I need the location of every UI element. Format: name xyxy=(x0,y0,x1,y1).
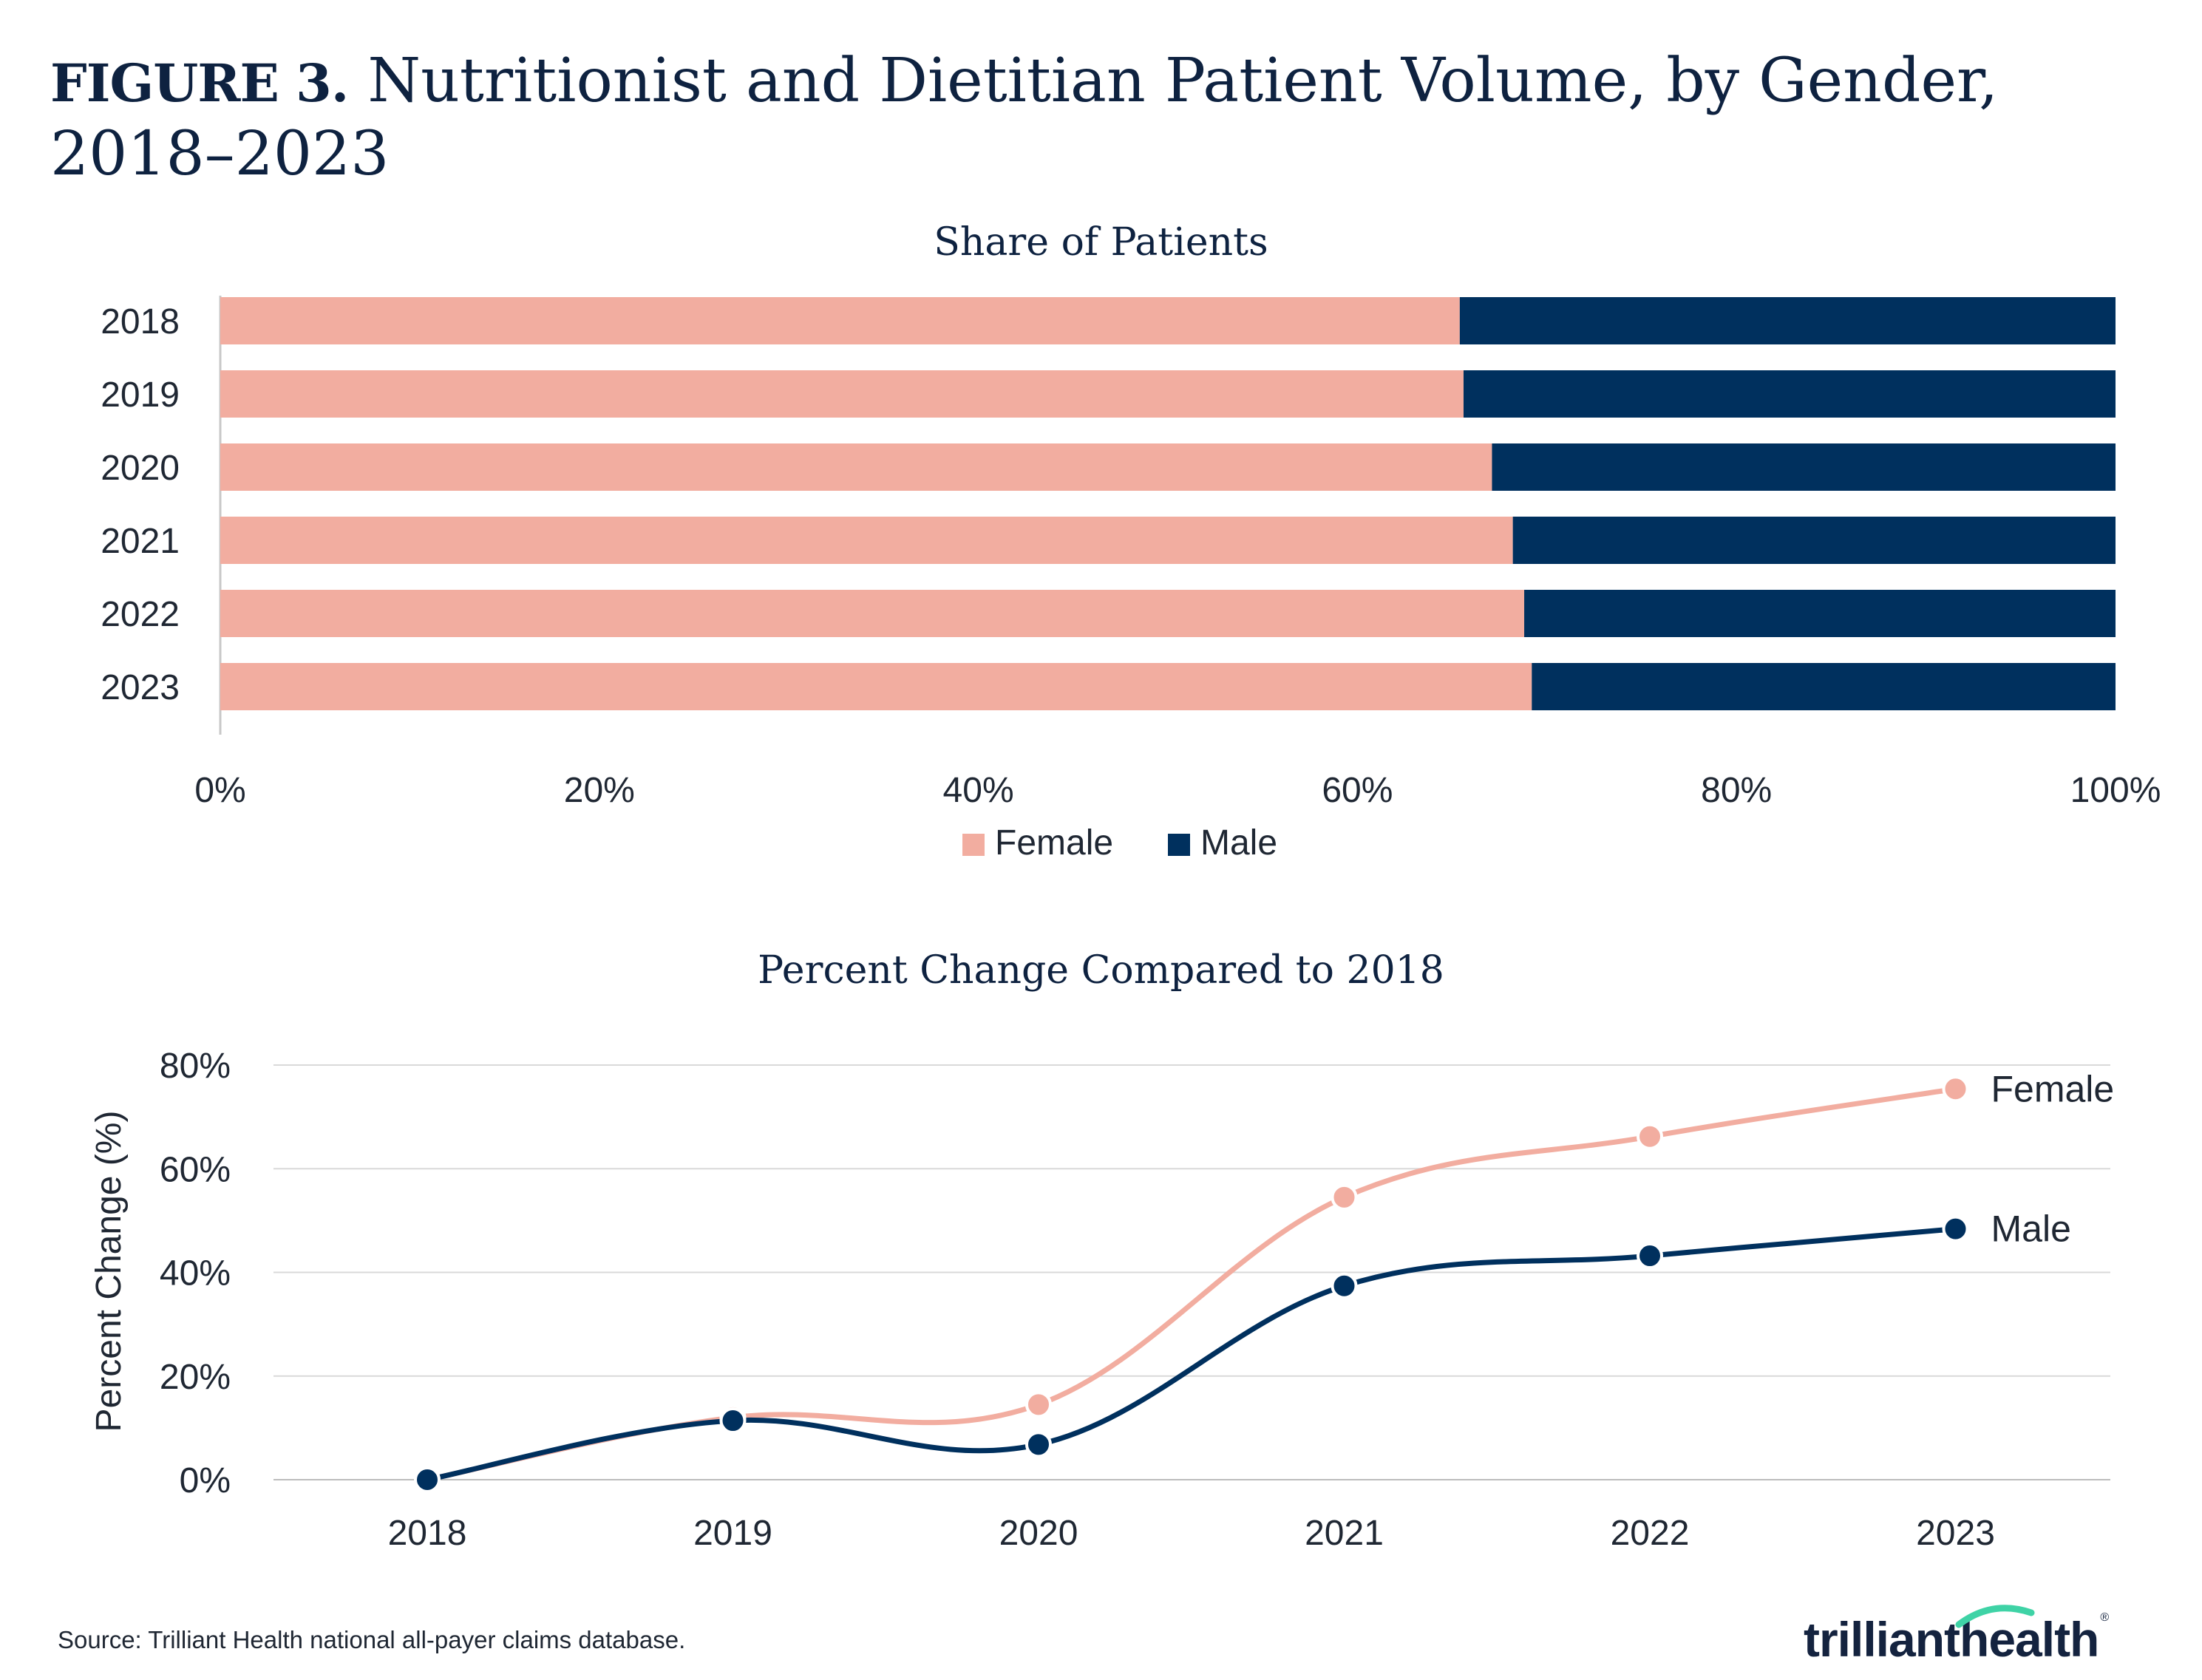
male-point-2018 xyxy=(414,1466,441,1493)
bar-category-label: 2020 xyxy=(101,449,180,488)
line-x-tick-label: 2018 xyxy=(388,1514,467,1553)
bar-category-label: 2022 xyxy=(101,595,180,634)
share-chart-title: Share of Patients xyxy=(934,220,1268,265)
bar-category-label: 2021 xyxy=(101,522,180,561)
line-y-tick-label: 80% xyxy=(160,1047,231,1086)
female-series-line xyxy=(427,1086,1957,1483)
male-bar-2018 xyxy=(1459,297,2116,344)
male-bar-2023 xyxy=(1532,663,2116,710)
figure-title-line1: Nutritionist and Dietitian Patient Volum… xyxy=(367,46,1999,116)
bar-category-label: 2023 xyxy=(101,668,180,707)
male-series-label: Male xyxy=(1991,1208,2071,1250)
female-bar-2019 xyxy=(220,370,1464,418)
bar-x-tick-label: 0% xyxy=(194,771,245,810)
male-bar-2020 xyxy=(1492,443,2116,491)
line-y-axis-label: Percent Change (%) xyxy=(89,1111,129,1432)
legend-female-swatch xyxy=(962,834,985,856)
logo-swoosh-icon xyxy=(1955,1605,2035,1628)
female-point-2022 xyxy=(1637,1123,1663,1150)
female-point-2021 xyxy=(1331,1183,1358,1211)
female-series-label: Female xyxy=(1991,1068,2115,1109)
female-bar-2023 xyxy=(220,663,1532,710)
line-x-tick-label: 2023 xyxy=(1916,1514,1995,1553)
line-x-tick-label: 2022 xyxy=(1611,1514,1690,1553)
male-series-line xyxy=(427,1226,1956,1483)
line-y-tick-label: 40% xyxy=(160,1254,231,1293)
figure-prefix: FIGURE 3. xyxy=(50,52,349,114)
line-x-tick-label: 2021 xyxy=(1305,1514,1384,1553)
legend-male-swatch xyxy=(1168,834,1190,856)
bar-category-label: 2018 xyxy=(101,302,180,341)
bar-x-tick-label: 20% xyxy=(564,771,635,810)
bar-x-tick-label: 100% xyxy=(2070,771,2161,810)
change-chart-title: Percent Change Compared to 2018 xyxy=(758,948,1444,993)
bar-x-tick-label: 80% xyxy=(1701,771,1772,810)
male-bar-2019 xyxy=(1463,370,2116,418)
trilliant-health-logo: trillianthealth ® xyxy=(1804,1611,2109,1667)
line-y-tick-label: 0% xyxy=(180,1461,231,1500)
male-point-2020 xyxy=(1025,1431,1052,1458)
male-point-2019 xyxy=(719,1407,747,1435)
logo-word-1: trilliant xyxy=(1804,1612,1960,1667)
figure-title-line2: 2018–2023 xyxy=(50,119,390,189)
source-note: Source: Trilliant Health national all-pa… xyxy=(58,1626,686,1653)
female-bar-2021 xyxy=(220,517,1513,564)
bar-x-tick-label: 40% xyxy=(943,771,1014,810)
legend-male-label: Male xyxy=(1200,823,1277,863)
line-x-tick-label: 2019 xyxy=(693,1514,772,1553)
male-bar-2021 xyxy=(1512,517,2116,564)
female-bar-2018 xyxy=(220,297,1460,344)
logo-word-2: health xyxy=(1960,1612,2099,1667)
female-bar-2020 xyxy=(220,443,1492,491)
legend-female-label: Female xyxy=(995,823,1113,863)
male-point-2021 xyxy=(1331,1272,1358,1299)
male-point-2022 xyxy=(1637,1242,1663,1270)
male-bar-2022 xyxy=(1524,590,2116,637)
bar-category-label: 2019 xyxy=(101,375,180,415)
female-bar-2022 xyxy=(220,590,1525,637)
male-point-2023 xyxy=(1942,1215,1969,1242)
figure-title: FIGURE 3. Nutritionist and Dietitian Pat… xyxy=(50,46,2105,190)
female-point-2023 xyxy=(1942,1075,1969,1103)
bar-x-tick-label: 60% xyxy=(1322,771,1393,810)
line-y-tick-label: 20% xyxy=(160,1358,231,1397)
line-y-tick-label: 60% xyxy=(160,1150,231,1189)
logo-reg-mark: ® xyxy=(2100,1611,2109,1624)
line-x-tick-label: 2020 xyxy=(999,1514,1078,1553)
female-point-2020 xyxy=(1025,1391,1052,1418)
